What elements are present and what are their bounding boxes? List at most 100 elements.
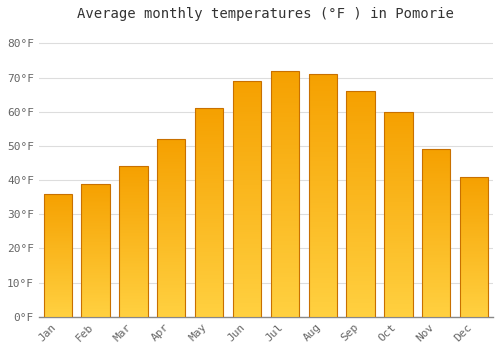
Bar	[233, 142, 261, 145]
Bar	[384, 140, 412, 142]
Bar	[82, 290, 110, 292]
Bar	[195, 242, 224, 244]
Bar	[195, 198, 224, 200]
Bar	[270, 245, 299, 248]
Bar	[119, 314, 148, 315]
Bar	[384, 210, 412, 212]
Bar	[157, 278, 186, 280]
Bar	[82, 273, 110, 274]
Bar	[119, 251, 148, 252]
Bar	[82, 198, 110, 200]
Bar	[308, 205, 337, 208]
Bar	[82, 301, 110, 302]
Bar	[82, 183, 110, 185]
Bar	[195, 160, 224, 162]
Bar	[82, 219, 110, 221]
Bar	[157, 219, 186, 221]
Bar	[44, 264, 72, 265]
Bar	[346, 152, 375, 154]
Bar	[233, 246, 261, 248]
Bar	[384, 147, 412, 149]
Bar	[82, 314, 110, 315]
Bar	[195, 154, 224, 156]
Bar	[460, 241, 488, 243]
Bar	[195, 256, 224, 258]
Bar	[119, 234, 148, 236]
Bar	[308, 298, 337, 300]
Bar	[119, 169, 148, 171]
Bar	[157, 189, 186, 191]
Bar	[346, 139, 375, 141]
Bar	[384, 124, 412, 126]
Bar	[233, 192, 261, 194]
Bar	[270, 258, 299, 260]
Bar	[195, 171, 224, 173]
Bar	[270, 302, 299, 304]
Bar	[270, 76, 299, 78]
Bar	[195, 223, 224, 225]
Bar	[44, 226, 72, 227]
Bar	[422, 218, 450, 220]
Bar	[460, 222, 488, 223]
Bar	[157, 157, 186, 159]
Bar	[119, 171, 148, 173]
Bar	[82, 247, 110, 249]
Bar	[119, 297, 148, 299]
Bar	[346, 123, 375, 125]
Bar	[195, 181, 224, 183]
Bar	[233, 189, 261, 192]
Bar	[233, 83, 261, 86]
Bar	[460, 314, 488, 315]
Bar	[44, 270, 72, 271]
Bar	[82, 292, 110, 293]
Bar	[44, 243, 72, 244]
Bar	[346, 130, 375, 132]
Bar	[44, 275, 72, 276]
Bar	[44, 307, 72, 308]
Bar	[308, 142, 337, 145]
Bar	[157, 210, 186, 212]
Bar	[233, 232, 261, 234]
Bar	[233, 168, 261, 170]
Bar	[119, 290, 148, 291]
Bar	[157, 304, 186, 306]
Bar	[384, 136, 412, 138]
Bar	[460, 196, 488, 198]
Bar	[308, 230, 337, 232]
Bar	[384, 315, 412, 317]
Bar	[460, 198, 488, 199]
Bar	[460, 192, 488, 194]
Bar	[157, 168, 186, 169]
Bar	[270, 240, 299, 243]
Bar	[195, 273, 224, 275]
Bar	[422, 220, 450, 221]
Bar	[195, 227, 224, 229]
Bar	[384, 290, 412, 292]
Bar	[195, 117, 224, 119]
Bar	[384, 274, 412, 276]
Bar	[346, 145, 375, 148]
Bar	[308, 186, 337, 188]
Bar	[119, 180, 148, 181]
Bar	[233, 149, 261, 152]
Bar	[308, 309, 337, 312]
Bar	[157, 199, 186, 201]
Bar	[195, 279, 224, 281]
Bar	[422, 253, 450, 255]
Bar	[82, 242, 110, 244]
Bar	[460, 216, 488, 217]
Bar	[119, 181, 148, 183]
Bar	[422, 295, 450, 297]
Bar	[82, 258, 110, 259]
Bar	[308, 210, 337, 212]
Title: Average monthly temperatures (°F ) in Pomorie: Average monthly temperatures (°F ) in Po…	[78, 7, 454, 21]
Bar	[157, 235, 186, 237]
Bar	[270, 304, 299, 307]
Bar	[44, 274, 72, 275]
Bar	[346, 154, 375, 157]
Bar	[384, 112, 412, 317]
Bar	[44, 216, 72, 217]
Bar	[157, 148, 186, 150]
Bar	[384, 202, 412, 204]
Bar	[308, 280, 337, 283]
